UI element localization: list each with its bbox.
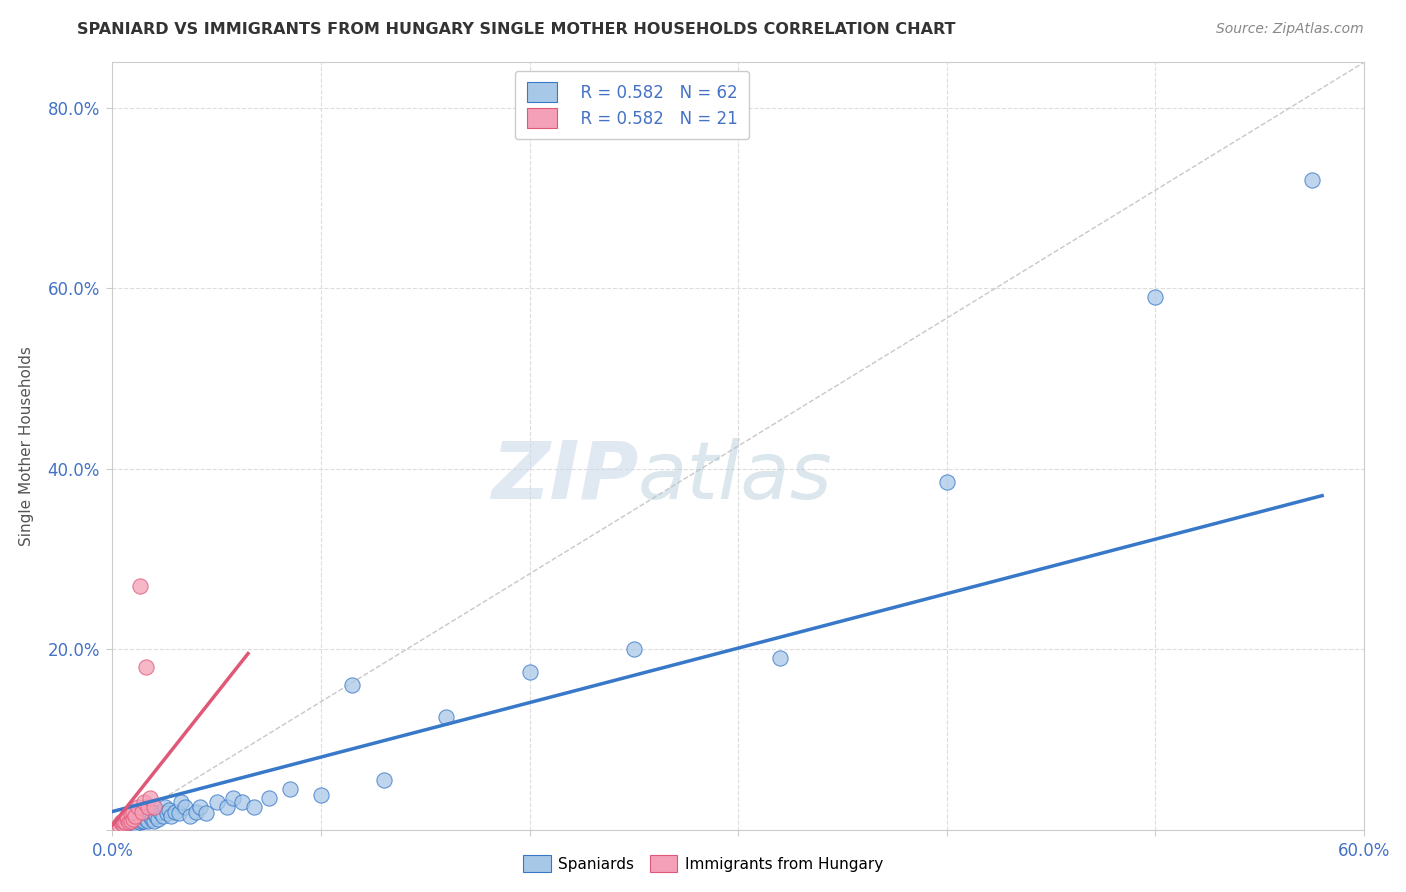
Legend: Spaniards, Immigrants from Hungary: Spaniards, Immigrants from Hungary — [516, 847, 890, 880]
Point — [434, 710, 457, 724]
Point — [135, 660, 157, 674]
Point — [141, 812, 163, 826]
Y-axis label: Single Mother Households: Single Mother Households — [18, 346, 34, 546]
Point — [145, 809, 167, 823]
Point — [118, 812, 141, 826]
Point — [139, 809, 162, 823]
Point — [170, 796, 193, 810]
Point — [143, 806, 166, 821]
Point — [122, 806, 145, 821]
Point — [623, 642, 645, 657]
Point — [278, 781, 301, 796]
Text: ZIP: ZIP — [491, 438, 638, 516]
Point — [373, 772, 395, 787]
Point — [143, 814, 166, 828]
Point — [217, 800, 239, 814]
Point — [132, 796, 155, 810]
Point — [188, 800, 211, 814]
Point — [135, 806, 157, 821]
Point — [179, 809, 201, 823]
Point — [122, 812, 145, 826]
Point — [205, 796, 228, 810]
Point — [128, 579, 150, 593]
Point — [111, 818, 134, 832]
Point — [127, 800, 149, 814]
Text: atlas: atlas — [638, 438, 832, 516]
Point — [174, 800, 197, 814]
Point — [222, 791, 245, 805]
Point — [167, 806, 190, 821]
Point — [131, 805, 153, 819]
Point — [149, 805, 172, 819]
Point — [122, 814, 145, 828]
Point — [114, 815, 136, 830]
Point — [131, 805, 153, 819]
Point — [139, 805, 162, 819]
Point — [110, 815, 132, 830]
Point — [115, 817, 138, 831]
Point — [127, 809, 149, 823]
Point — [122, 805, 145, 819]
Point — [111, 817, 134, 831]
Point — [195, 806, 218, 821]
Point — [163, 805, 186, 819]
Point — [107, 818, 129, 832]
Point — [519, 665, 541, 679]
Point — [769, 651, 792, 665]
Point — [120, 814, 142, 829]
Point — [184, 805, 207, 819]
Point — [156, 806, 179, 821]
Point — [136, 814, 159, 828]
Point — [148, 812, 170, 826]
Point — [135, 812, 157, 826]
Point — [120, 806, 142, 821]
Point — [231, 796, 253, 810]
Point — [139, 791, 162, 805]
Point — [1301, 173, 1323, 187]
Point — [342, 678, 364, 692]
Point — [122, 815, 145, 830]
Point — [114, 814, 136, 828]
Point — [120, 809, 142, 823]
Point — [128, 811, 150, 825]
Point — [115, 809, 138, 823]
Point — [132, 814, 155, 829]
Point — [124, 817, 146, 831]
Text: Source: ZipAtlas.com: Source: ZipAtlas.com — [1216, 22, 1364, 37]
Point — [120, 814, 142, 828]
Point — [127, 814, 149, 828]
Point — [111, 815, 134, 830]
Point — [136, 800, 159, 814]
Point — [131, 814, 153, 828]
Point — [935, 475, 957, 489]
Point — [243, 800, 266, 814]
Point — [143, 800, 166, 814]
Point — [132, 809, 155, 823]
Point — [115, 812, 138, 826]
Point — [152, 809, 174, 823]
Point — [118, 815, 141, 830]
Point — [160, 809, 183, 823]
Point — [118, 816, 141, 830]
Point — [309, 789, 332, 803]
Point — [157, 803, 180, 817]
Legend:   R = 0.582   N = 62,   R = 0.582   N = 21: R = 0.582 N = 62, R = 0.582 N = 21 — [515, 70, 749, 139]
Point — [257, 791, 280, 805]
Point — [153, 800, 176, 814]
Point — [111, 814, 134, 828]
Point — [124, 812, 146, 826]
Text: SPANIARD VS IMMIGRANTS FROM HUNGARY SINGLE MOTHER HOUSEHOLDS CORRELATION CHART: SPANIARD VS IMMIGRANTS FROM HUNGARY SING… — [77, 22, 956, 37]
Point — [128, 815, 150, 830]
Point — [124, 809, 146, 823]
Point — [1144, 290, 1167, 304]
